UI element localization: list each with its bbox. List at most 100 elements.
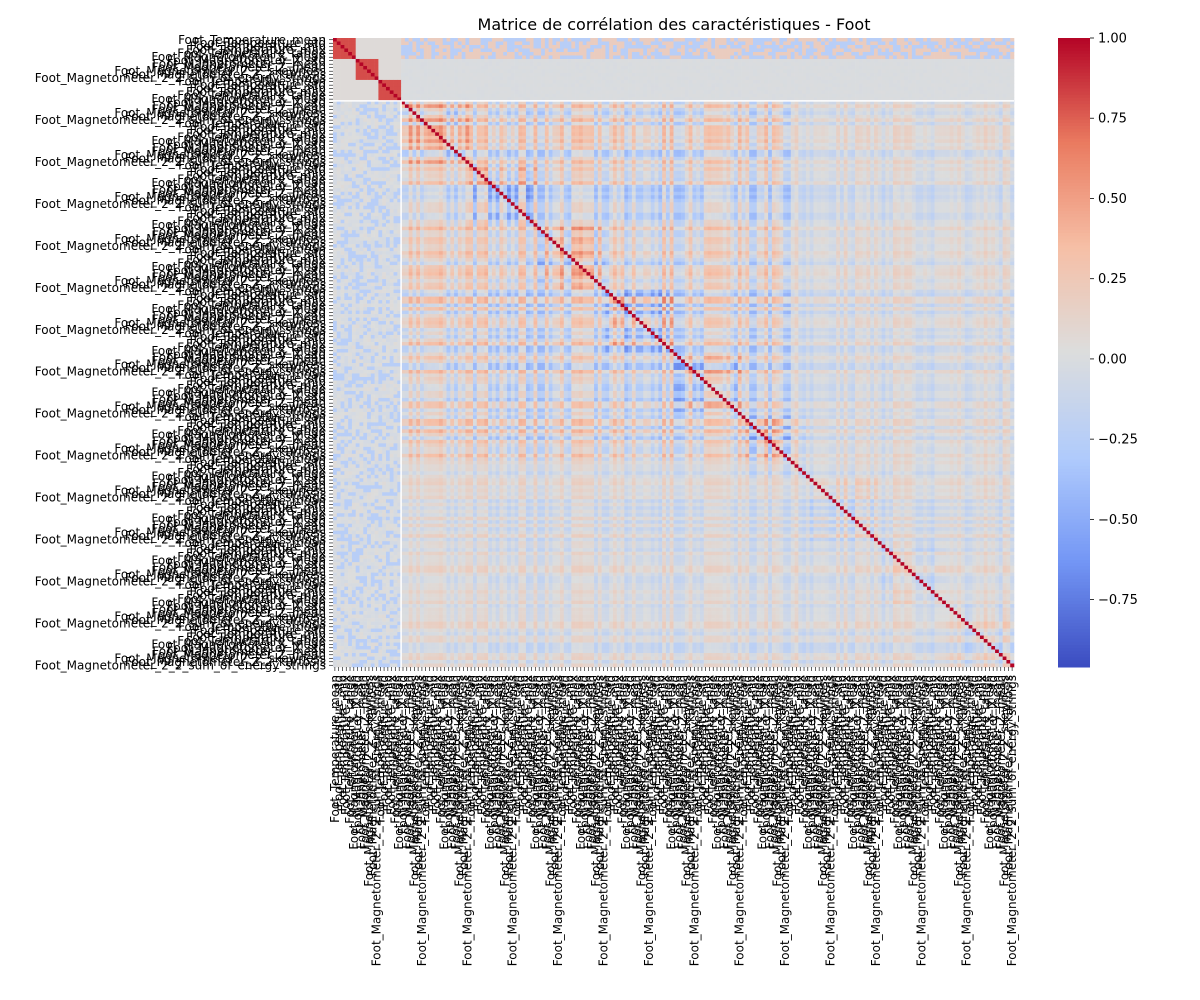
heatmap-cell xyxy=(643,52,647,56)
heatmap-cell xyxy=(866,45,870,49)
heatmap-cell xyxy=(670,45,674,49)
heatmap-cell xyxy=(405,48,409,52)
heatmap-cell xyxy=(953,45,957,49)
heatmap-cell xyxy=(969,48,973,52)
heatmap-cell xyxy=(586,41,590,45)
heatmap-cell xyxy=(662,38,666,42)
heatmap-cell xyxy=(866,48,870,52)
heatmap-cell xyxy=(719,38,723,42)
heatmap-cell xyxy=(700,38,704,42)
heatmap-cell xyxy=(995,45,999,49)
heatmap-cell xyxy=(564,52,568,56)
heatmap-cell xyxy=(1010,38,1014,42)
heatmap-cell xyxy=(666,38,670,42)
heatmap-cell xyxy=(723,41,727,45)
heatmap-cell xyxy=(617,41,621,45)
heatmap-cell xyxy=(598,41,602,45)
heatmap-cell xyxy=(753,41,757,45)
heatmap-cell xyxy=(764,48,768,52)
heatmap-cell xyxy=(916,45,920,49)
heatmap-cell xyxy=(526,52,530,56)
heatmap-cell xyxy=(813,38,817,42)
heatmap-cell xyxy=(621,52,625,56)
heatmap-cell xyxy=(836,45,840,49)
heatmap-cell xyxy=(685,48,689,52)
heatmap-cell xyxy=(681,41,685,45)
heatmap-cell xyxy=(492,52,496,56)
heatmap-cell xyxy=(575,41,579,45)
heatmap-cell xyxy=(435,52,439,56)
heatmap-cell xyxy=(927,52,931,56)
heatmap-cell xyxy=(893,52,897,56)
heatmap-cell xyxy=(726,41,730,45)
heatmap-cell xyxy=(503,52,507,56)
heatmap-cell xyxy=(776,48,780,52)
heatmap-cell xyxy=(534,52,538,56)
heatmap-cell xyxy=(772,52,776,56)
heatmap-cell xyxy=(507,41,511,45)
heatmap-cell xyxy=(450,45,454,49)
heatmap-cell xyxy=(602,38,606,42)
heatmap-cell xyxy=(356,38,360,42)
heatmap-cell xyxy=(931,52,935,56)
heatmap-cell xyxy=(980,41,984,45)
heatmap-cell xyxy=(333,41,337,45)
heatmap-cell xyxy=(863,52,867,56)
heatmap-cell xyxy=(556,38,560,42)
heatmap-cell xyxy=(768,48,772,52)
heatmap-cell xyxy=(791,45,795,49)
heatmap-cell xyxy=(840,48,844,52)
heatmap-cell xyxy=(496,45,500,49)
heatmap-cell xyxy=(844,41,848,45)
heatmap-cell xyxy=(526,41,530,45)
heatmap-cell xyxy=(927,48,931,52)
heatmap-cell xyxy=(405,52,409,56)
heatmap-cell xyxy=(919,48,923,52)
heatmap-cell xyxy=(348,41,352,45)
heatmap-cell xyxy=(829,38,833,42)
heatmap-cell xyxy=(458,52,462,56)
heatmap-cell xyxy=(957,45,961,49)
heatmap-cell xyxy=(382,48,386,52)
heatmap-cell xyxy=(462,48,466,52)
heatmap-cell xyxy=(999,48,1003,52)
heatmap-cell xyxy=(469,45,473,49)
heatmap-cell xyxy=(878,45,882,49)
heatmap-cell xyxy=(829,41,833,45)
heatmap-cell xyxy=(927,38,931,42)
heatmap-cell xyxy=(806,48,810,52)
heatmap-cell xyxy=(919,52,923,56)
heatmap-cell xyxy=(496,48,500,52)
heatmap-cell xyxy=(386,52,390,56)
heatmap-cell xyxy=(980,38,984,42)
heatmap-cell xyxy=(473,48,477,52)
heatmap-cell xyxy=(545,38,549,42)
heatmap-cell xyxy=(394,48,398,52)
heatmap-cell xyxy=(382,45,386,49)
heatmap-cell xyxy=(969,52,973,56)
heatmap-cell xyxy=(549,48,553,52)
heatmap-cell xyxy=(522,41,526,45)
heatmap-cell xyxy=(738,48,742,52)
heatmap-cell xyxy=(356,45,360,49)
heatmap-cell xyxy=(761,45,765,49)
heatmap-cell xyxy=(348,52,352,56)
heatmap-cell xyxy=(950,41,954,45)
heatmap-cell xyxy=(681,38,685,42)
heatmap-cell xyxy=(855,41,859,45)
heatmap-cell xyxy=(363,48,367,52)
heatmap-cell xyxy=(552,38,556,42)
heatmap-cell xyxy=(617,38,621,42)
heatmap-cell xyxy=(889,52,893,56)
heatmap-cell xyxy=(590,41,594,45)
heatmap-cell xyxy=(526,48,530,52)
heatmap-cell xyxy=(984,45,988,49)
heatmap-cell xyxy=(761,52,765,56)
heatmap-cell xyxy=(537,48,541,52)
heatmap-cell xyxy=(821,38,825,42)
heatmap-cell xyxy=(938,41,942,45)
heatmap-cell xyxy=(961,45,965,49)
heatmap-cell xyxy=(462,41,466,45)
heatmap-cell xyxy=(813,41,817,45)
heatmap-cell xyxy=(795,38,799,42)
